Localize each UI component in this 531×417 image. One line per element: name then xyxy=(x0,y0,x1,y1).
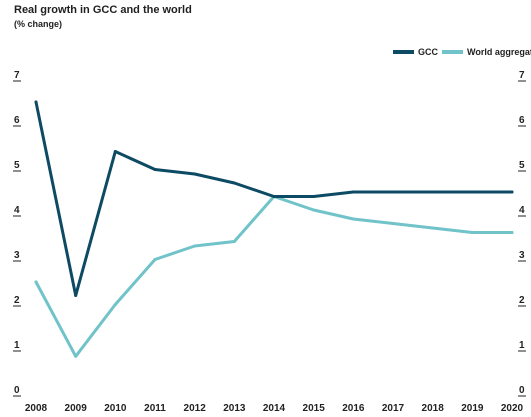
data-point-gcc xyxy=(74,294,78,297)
x-tick-label: 2015 xyxy=(303,403,326,414)
data-point-world-aggregate xyxy=(391,222,395,225)
data-point-world-aggregate xyxy=(74,354,78,358)
data-point-world-aggregate xyxy=(351,217,355,221)
y-tick-label-left: 0 xyxy=(14,385,20,396)
legend-label-world-aggregate: World aggregate xyxy=(467,47,531,57)
x-tick-label: 2011 xyxy=(144,403,166,414)
x-tick-label: 2013 xyxy=(223,403,246,414)
y-axis-left: 0 1 2 3 4 5 6 7 xyxy=(13,70,21,397)
data-point-gcc xyxy=(193,172,197,176)
data-point-gcc xyxy=(470,190,474,194)
data-point-gcc xyxy=(510,190,514,194)
data-point-gcc xyxy=(153,168,157,171)
x-tick-label: 2010 xyxy=(104,403,127,414)
x-tick-label: 2016 xyxy=(342,403,365,414)
data-point-world-aggregate xyxy=(510,231,514,234)
x-tick-label: 2017 xyxy=(382,403,405,414)
series-line-world-aggregate xyxy=(34,195,514,358)
y-tick-label-right: 1 xyxy=(519,340,525,351)
legend-item-gcc: GCC xyxy=(393,47,439,57)
y-tick-label-right: 7 xyxy=(519,70,525,81)
x-tick-label: 2018 xyxy=(422,403,445,414)
x-tick-label: 2012 xyxy=(184,403,207,414)
data-point-gcc xyxy=(232,181,236,185)
y-axis-right: 0 1 2 3 4 5 6 7 xyxy=(518,70,526,397)
data-point-world-aggregate xyxy=(34,280,38,284)
data-point-gcc xyxy=(312,195,316,198)
y-tick-label-right: 2 xyxy=(519,295,525,306)
y-tick-label-left: 2 xyxy=(14,295,20,306)
x-tick-label: 2019 xyxy=(461,403,484,414)
x-tick-label: 2020 xyxy=(501,403,524,414)
y-tick-label-left: 4 xyxy=(14,205,20,216)
x-tick-label: 2009 xyxy=(65,403,88,414)
data-point-world-aggregate xyxy=(232,240,236,243)
y-tick-label-left: 3 xyxy=(14,250,20,261)
data-point-gcc xyxy=(34,100,38,104)
legend: GCC World aggregate xyxy=(393,47,531,57)
y-tick-label-right: 6 xyxy=(519,115,525,126)
y-tick-label-left: 5 xyxy=(14,160,20,171)
data-point-world-aggregate xyxy=(113,303,117,306)
y-tick-label-right: 0 xyxy=(519,385,525,396)
data-point-world-aggregate xyxy=(470,231,474,234)
legend-item-world-aggregate: World aggregate xyxy=(442,47,531,57)
legend-label-gcc: GCC xyxy=(418,47,439,57)
series-layer xyxy=(34,100,514,358)
chart-title: Real growth in GCC and the world xyxy=(14,4,192,16)
data-point-gcc xyxy=(351,190,355,194)
y-tick-label-right: 3 xyxy=(519,250,525,261)
x-axis: 2008 2009 2010 2011 2012 2013 2014 2015 2016 2017… xyxy=(25,403,524,414)
x-tick-label: 2008 xyxy=(25,403,48,414)
y-tick-label-left: 1 xyxy=(14,340,20,351)
data-point-gcc xyxy=(391,190,395,194)
data-point-world-aggregate xyxy=(153,258,157,261)
y-tick-label-right: 5 xyxy=(519,160,525,171)
data-point-world-aggregate xyxy=(312,208,316,212)
y-tick-label-left: 7 xyxy=(14,70,20,81)
y-tick-label-right: 4 xyxy=(519,205,525,216)
x-tick-label: 2014 xyxy=(263,403,286,414)
chart-subtitle: (% change) xyxy=(14,19,62,29)
series-gcc xyxy=(34,100,514,297)
series-world-aggregate xyxy=(34,195,514,358)
data-point-world-aggregate xyxy=(431,226,435,230)
y-tick-label-left: 6 xyxy=(14,115,20,126)
data-point-gcc xyxy=(113,150,117,153)
data-point-gcc xyxy=(431,190,435,194)
data-point-gcc xyxy=(272,195,276,198)
data-point-world-aggregate xyxy=(193,244,197,248)
